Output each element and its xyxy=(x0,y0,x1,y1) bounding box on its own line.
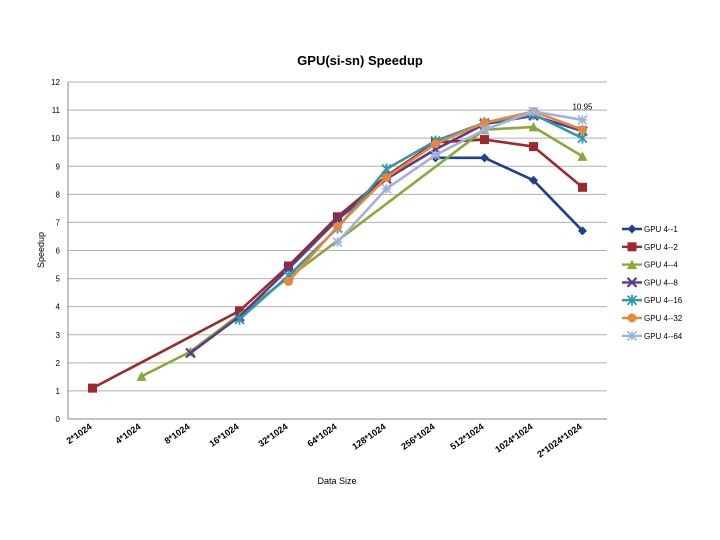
legend-swatch-marker xyxy=(627,242,637,252)
x-tick-label: 16*1024 xyxy=(207,421,240,448)
y-tick-label: 1 xyxy=(56,387,61,396)
legend-swatch-marker xyxy=(627,224,637,234)
y-tick-label: 2 xyxy=(56,359,61,368)
legend-swatch-marker xyxy=(626,330,638,341)
series-gpu-4-8 xyxy=(185,110,588,359)
data-point-marker xyxy=(529,175,538,185)
legend-swatch-marker xyxy=(626,277,638,288)
data-point-marker xyxy=(332,237,343,248)
legend-swatch-marker xyxy=(626,294,638,306)
legend-entry: GPU 4--16 xyxy=(622,294,683,306)
x-tick-label: 2*1024*1024 xyxy=(535,421,583,459)
series-gpu-4-64 xyxy=(332,106,588,248)
data-point-marker xyxy=(235,306,244,316)
data-point-marker xyxy=(528,121,539,132)
x-tick-label: 2*1024 xyxy=(65,421,94,446)
data-point-marker xyxy=(479,124,490,135)
data-point-marker xyxy=(578,226,587,236)
data-point-marker xyxy=(480,153,489,163)
legend-entry: GPU 4--64 xyxy=(622,330,683,341)
x-tick-label: 512*1024 xyxy=(448,421,485,451)
data-point-marker xyxy=(381,163,392,175)
data-point-marker xyxy=(480,135,489,145)
data-point-marker xyxy=(577,114,588,125)
data-point-marker xyxy=(136,371,147,381)
data-point-marker xyxy=(577,151,588,161)
x-tick-label: 256*1024 xyxy=(399,421,436,451)
series-layer xyxy=(88,106,588,393)
legend-swatch-marker xyxy=(627,313,637,323)
legend: GPU 4--1 GPU 4--2 GPU 4--4 GPU 4--8 GPU 4--1… xyxy=(622,224,683,341)
legend-label: GPU 4--32 xyxy=(644,314,683,323)
y-tick-label: 12 xyxy=(51,78,60,87)
legend-label: GPU 4--8 xyxy=(644,278,678,287)
legend-label: GPU 4--2 xyxy=(644,243,678,252)
series-gpu-4-16 xyxy=(234,108,588,325)
y-tick-label: 10 xyxy=(51,134,60,143)
series-gpu-4-1 xyxy=(431,153,587,236)
data-point-marker xyxy=(333,212,342,222)
data-point-marker xyxy=(528,106,539,117)
y-axis-title: Speedup xyxy=(36,232,46,268)
x-tick-label: 32*1024 xyxy=(256,421,289,448)
y-tick-label: 8 xyxy=(56,190,61,199)
legend-entry: GPU 4--8 xyxy=(622,277,678,288)
y-tick-label: 11 xyxy=(52,106,61,115)
x-tick-label: 1024*1024 xyxy=(493,421,534,454)
y-tick-label: 3 xyxy=(56,331,61,340)
x-tick-label: 64*1024 xyxy=(305,421,338,448)
y-tick-label: 0 xyxy=(56,415,61,424)
data-point-marker xyxy=(88,383,97,393)
x-tick-label: 128*1024 xyxy=(350,421,387,451)
chart-title: GPU(si-sn) Speedup xyxy=(297,53,423,68)
legend-entry: GPU 4--32 xyxy=(622,313,683,323)
data-point-marker xyxy=(578,125,587,135)
data-point-marker xyxy=(382,172,391,182)
data-point-marker xyxy=(185,346,196,357)
data-point-marker xyxy=(381,183,392,194)
y-tick-label: 4 xyxy=(56,303,61,312)
data-point-marker xyxy=(284,276,293,286)
peak-data-label: 10.95 xyxy=(572,103,593,112)
y-tick-label: 5 xyxy=(56,275,61,284)
legend-entry: GPU 4--2 xyxy=(622,242,678,252)
legend-entry: GPU 4--1 xyxy=(622,224,678,234)
x-tick-labels: 2*1024 4*1024 8*1024 16*1024 32*1024 64*1024 1… xyxy=(65,421,584,459)
legend-entry: GPU 4--4 xyxy=(622,259,678,270)
y-tick-label: 6 xyxy=(56,247,61,256)
gridlines xyxy=(68,81,607,392)
legend-label: GPU 4--16 xyxy=(644,296,683,305)
legend-swatch-marker xyxy=(627,259,637,270)
series-gpu-4-2 xyxy=(88,135,587,393)
series-line xyxy=(189,114,583,355)
series-line xyxy=(435,156,584,232)
data-point-marker xyxy=(577,132,588,144)
legend-label: GPU 4--64 xyxy=(644,332,683,341)
y-tick-label: 9 xyxy=(56,162,61,171)
legend-label: GPU 4--1 xyxy=(644,225,678,234)
x-tick-label: 4*1024 xyxy=(114,421,143,446)
series-line xyxy=(336,110,583,243)
y-tick-label: 7 xyxy=(56,218,61,227)
data-point-marker xyxy=(578,182,587,192)
data-point-marker xyxy=(234,313,245,325)
data-point-marker xyxy=(284,261,293,271)
series-line xyxy=(91,138,584,390)
data-point-marker xyxy=(333,222,342,232)
data-point-marker xyxy=(185,347,196,359)
data-point-marker xyxy=(480,118,489,128)
x-axis-title: Data Size xyxy=(317,476,356,486)
x-tick-label: 8*1024 xyxy=(163,421,192,446)
data-point-marker xyxy=(529,142,538,152)
series-gpu-4-32 xyxy=(284,106,587,286)
data-point-marker xyxy=(431,139,440,149)
legend-label: GPU 4--4 xyxy=(644,261,678,270)
data-point-marker xyxy=(430,149,441,161)
